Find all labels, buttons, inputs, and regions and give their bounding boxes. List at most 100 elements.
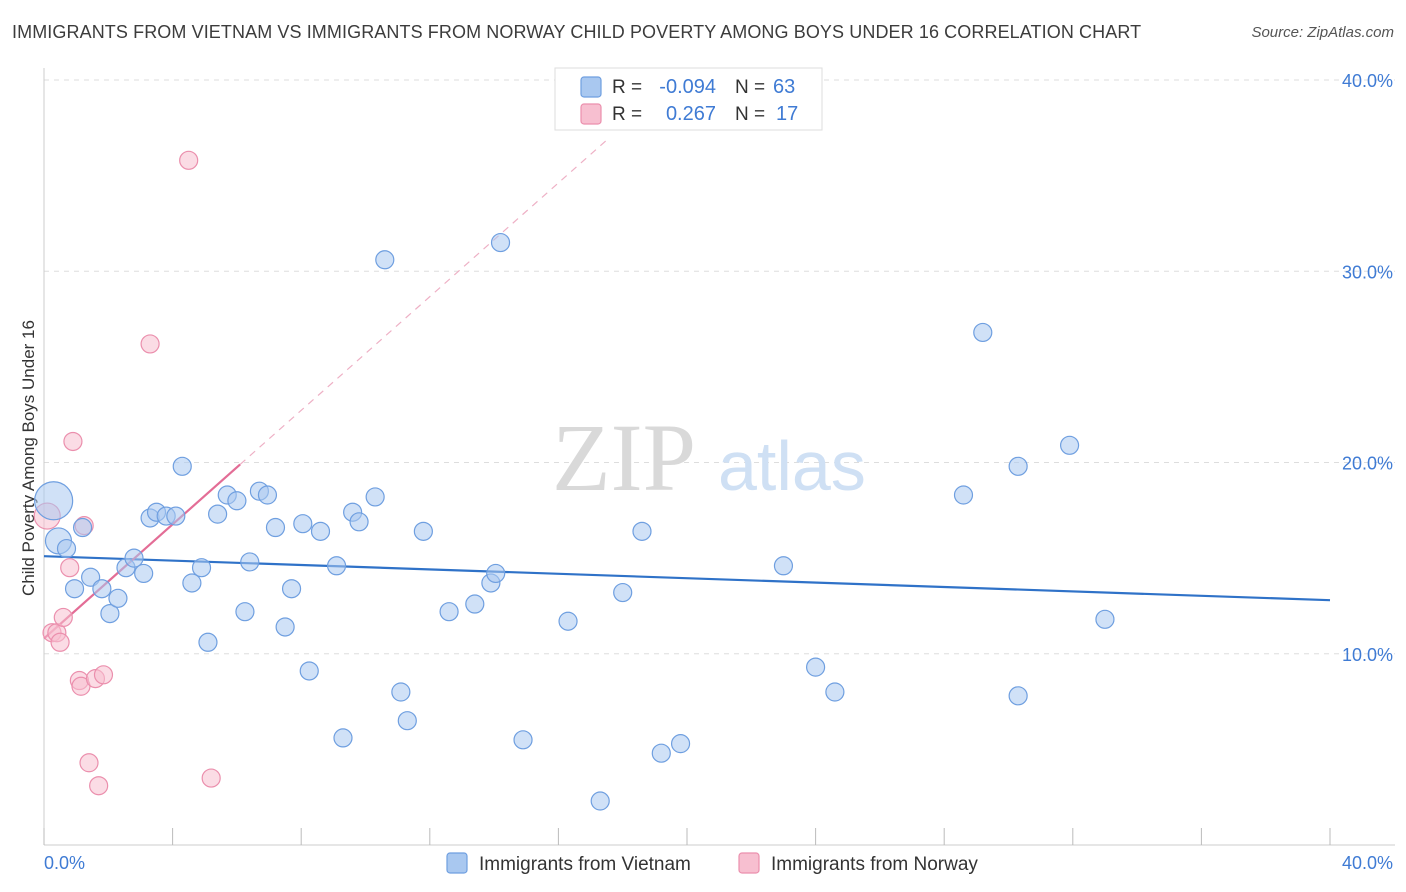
norway-point xyxy=(179,150,199,170)
norway-point xyxy=(50,632,70,652)
vietnam-point xyxy=(81,567,101,587)
y-tick-label: 30.0% xyxy=(1342,262,1393,282)
vietnam-point xyxy=(375,250,395,270)
norway-point xyxy=(53,607,73,628)
vietnam-point xyxy=(172,456,192,476)
vietnam-point xyxy=(182,573,202,593)
vietnam-point xyxy=(1059,435,1080,455)
vietnam-point xyxy=(349,512,369,532)
legend-swatch-norway xyxy=(580,103,602,125)
vietnam-point xyxy=(265,517,286,538)
norway-point xyxy=(201,768,221,788)
vietnam-point xyxy=(227,491,247,511)
bottom-legend-label-norway: Immigrants from Norway xyxy=(771,854,978,875)
axes xyxy=(43,68,1395,846)
bottom-legend-swatch-vietnam xyxy=(446,852,468,874)
vietnam-point xyxy=(1008,686,1028,706)
norway-point xyxy=(79,753,99,773)
vietnam-point xyxy=(413,521,433,541)
vietnam-point xyxy=(805,657,826,677)
vietnam-point xyxy=(439,602,459,622)
legend-r-label-vietnam: R = xyxy=(612,77,642,98)
series-legend: Immigrants from Vietnam Immigrants from … xyxy=(446,852,978,875)
vietnam-point xyxy=(134,563,154,584)
vietnam-point xyxy=(56,538,77,559)
vietnam-point xyxy=(558,611,578,631)
vietnam-point xyxy=(465,594,485,614)
vietnam-point xyxy=(397,711,417,731)
y-tick-label: 10.0% xyxy=(1342,645,1393,665)
x-tick-labels: 0.0% 40.0% xyxy=(44,853,1393,873)
vietnam-point xyxy=(953,485,974,505)
vietnam-point xyxy=(240,552,260,572)
trend-lines xyxy=(43,136,1331,640)
vietnam-point xyxy=(208,504,228,524)
legend-n-value-norway: 17 xyxy=(776,103,798,125)
vietnam-points xyxy=(34,232,1115,811)
vietnam-point xyxy=(590,791,610,811)
vietnam-point xyxy=(651,743,671,763)
vietnam-point xyxy=(72,517,93,538)
vietnam-point xyxy=(333,728,353,748)
vietnam-point xyxy=(490,232,511,253)
bottom-legend-label-vietnam: Immigrants from Vietnam xyxy=(479,854,691,875)
legend-n-value-vietnam: 63 xyxy=(773,76,795,98)
y-axis-label: Child Poverty Among Boys Under 16 xyxy=(19,320,38,596)
chart-title: IMMIGRANTS FROM VIETNAM VS IMMIGRANTS FR… xyxy=(12,22,1142,42)
vietnam-point xyxy=(257,485,278,505)
vietnam-point xyxy=(613,582,633,603)
norway-point xyxy=(89,776,109,796)
vietnam-point xyxy=(632,521,652,541)
vietnam-point xyxy=(299,661,319,681)
norway-point xyxy=(140,334,160,354)
watermark-atlas: atlas xyxy=(718,427,866,505)
norway-point xyxy=(93,665,114,685)
x-tick-label: 0.0% xyxy=(44,853,85,873)
vietnam-point xyxy=(281,579,302,599)
vietnam-point xyxy=(64,579,85,599)
legend-n-label-norway: N = xyxy=(735,104,765,125)
vietnam-point xyxy=(92,579,112,599)
vietnam-point xyxy=(166,506,186,526)
vietnam-point xyxy=(235,602,255,622)
vietnam-point xyxy=(124,548,144,568)
legend-n-label-vietnam: N = xyxy=(735,77,765,98)
y-tick-labels: 10.0% 20.0% 30.0% 40.0% xyxy=(1342,71,1393,665)
watermark-zip: ZIP xyxy=(552,404,696,511)
y-tick-label: 40.0% xyxy=(1342,71,1393,91)
vietnam-point xyxy=(1008,456,1028,476)
norway-point xyxy=(63,431,83,452)
vietnam-point xyxy=(391,682,411,702)
norway-points xyxy=(33,150,221,796)
correlation-legend: R = -0.094 N = 63 R = 0.267 N = 17 xyxy=(554,67,823,131)
vietnam-point xyxy=(513,730,533,750)
vietnam-point xyxy=(191,558,212,578)
norway-point xyxy=(60,558,80,578)
legend-swatch-vietnam xyxy=(580,76,602,98)
vietnam-point xyxy=(670,734,691,754)
legend-r-value-norway: 0.267 xyxy=(666,103,716,125)
vietnam-point xyxy=(973,322,993,343)
y-tick-label: 20.0% xyxy=(1342,454,1393,474)
vietnam-point xyxy=(198,632,218,652)
source-label: Source: ZipAtlas.com xyxy=(1251,24,1394,41)
vietnam-point xyxy=(326,556,347,576)
vietnam-point xyxy=(486,563,506,584)
vietnam-point xyxy=(293,514,313,534)
legend-r-label-norway: R = xyxy=(612,104,642,125)
norway-trend-line xyxy=(43,463,241,640)
vietnam-point xyxy=(365,487,385,507)
vietnam-point xyxy=(108,588,128,608)
legend-r-value-vietnam: -0.094 xyxy=(659,76,716,98)
norway-trend-dashed xyxy=(239,136,611,465)
vietnam-point xyxy=(34,481,74,521)
x-tick-label: 40.0% xyxy=(1342,853,1393,873)
vietnam-trend-line xyxy=(43,555,1331,602)
vietnam-point xyxy=(825,682,845,702)
vietnam-point xyxy=(773,556,794,576)
vietnam-point xyxy=(100,603,120,624)
vietnam-point xyxy=(1095,609,1115,629)
bottom-legend-swatch-norway xyxy=(738,852,760,874)
vietnam-point xyxy=(310,521,331,541)
